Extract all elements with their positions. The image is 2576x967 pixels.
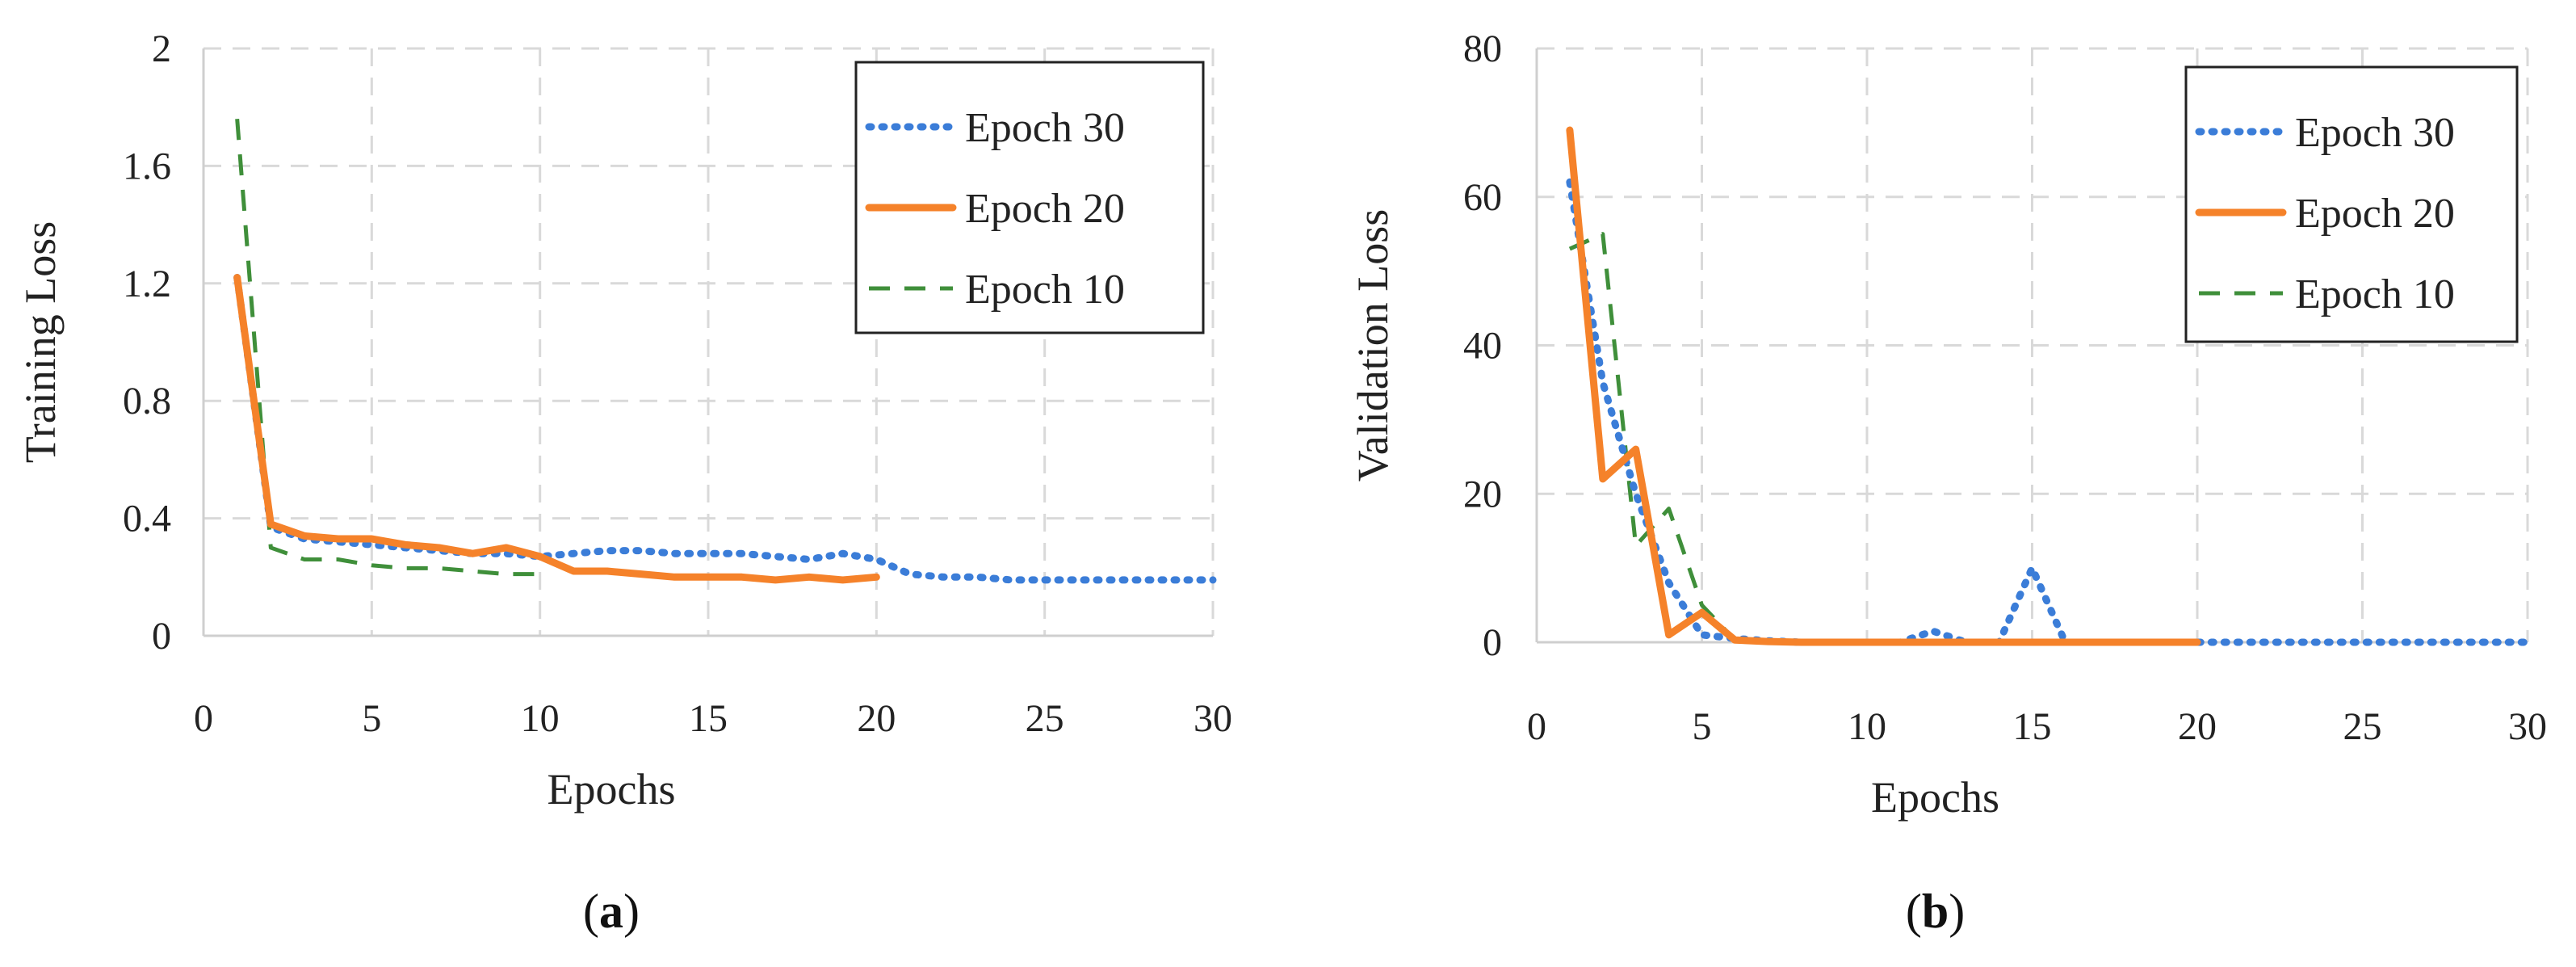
- x-tick-label: 5: [362, 697, 381, 740]
- x-tick-label: 0: [194, 697, 213, 740]
- series-line-epoch-20: [233, 274, 880, 584]
- panel-label-open: (: [1906, 885, 1922, 938]
- legend: Epoch 30 Epoch 20 Epoch 10: [2184, 65, 2519, 343]
- chart-training-loss: 0 5 10 15 20 25 30 0 0.4 0.8 1.2 1.6 2 Epochs Training…: [16, 27, 1232, 938]
- legend-box: [2184, 65, 2519, 343]
- legend-label: Epoch 10: [965, 267, 1125, 313]
- x-tick-label: 10: [521, 697, 560, 740]
- series-line-epoch-10: [1568, 232, 1867, 645]
- x-tick-label: 0: [1527, 705, 1546, 748]
- y-tick-label: 0: [1483, 621, 1502, 664]
- legend-label: Epoch 20: [2295, 191, 2455, 237]
- panel-label: (a): [583, 885, 640, 938]
- legend-label: Epoch 20: [965, 186, 1125, 232]
- panel-label-close: ): [1949, 885, 1965, 938]
- x-tick-label: 30: [1194, 697, 1232, 740]
- x-tick-label: 25: [2343, 705, 2382, 748]
- legend-label: Epoch 10: [2295, 271, 2455, 317]
- series-line-epoch-20: [1566, 126, 2201, 646]
- y-tick-label: 2: [152, 27, 171, 70]
- y-tick-label: 0.8: [123, 380, 171, 423]
- x-tick-label: 25: [1026, 697, 1064, 740]
- y-tick-label: 1.2: [123, 263, 171, 305]
- y-tick-label: 40: [1463, 325, 1502, 368]
- x-tick-label: 15: [689, 697, 728, 740]
- y-tick-label: 1.6: [123, 145, 171, 187]
- y-tick-label: 0: [152, 615, 171, 658]
- y-tick-label: 0.4: [123, 498, 171, 540]
- panel-label-open: (: [583, 885, 599, 938]
- x-axis-title: Epochs: [1871, 773, 1999, 822]
- y-tick-label: 20: [1463, 473, 1502, 515]
- panel-label: (b): [1906, 885, 1965, 938]
- x-tick-label: 20: [857, 697, 896, 740]
- series-line-epoch-10: [235, 119, 540, 577]
- x-axis-title: Epochs: [548, 765, 676, 814]
- y-axis-title: Training Loss: [16, 221, 65, 464]
- y-tick-label: 80: [1463, 27, 1502, 70]
- panel-label-close: ): [623, 885, 640, 938]
- series-line-epoch-30: [233, 274, 1217, 584]
- legend-label: Epoch 30: [965, 105, 1125, 151]
- x-tick-label: 20: [2178, 705, 2217, 748]
- legend-label: Epoch 30: [2295, 110, 2455, 156]
- panel-label-letter: b: [1922, 885, 1949, 938]
- x-tick-label: 10: [1848, 705, 1886, 748]
- legend: Epoch 30 Epoch 20 Epoch 10: [854, 61, 1205, 334]
- x-tick-label: 5: [1693, 705, 1712, 748]
- panel-label-letter: a: [599, 885, 623, 938]
- x-tick-label: 30: [2508, 705, 2547, 748]
- x-tick-label: 15: [2013, 705, 2052, 748]
- chart-validation-loss: 0 5 10 15 20 25 30 0 20 40 60 80 Epochs Validation Lo…: [1349, 27, 2547, 938]
- y-axis-title: Validation Loss: [1349, 209, 1397, 481]
- y-tick-label: 60: [1463, 176, 1502, 219]
